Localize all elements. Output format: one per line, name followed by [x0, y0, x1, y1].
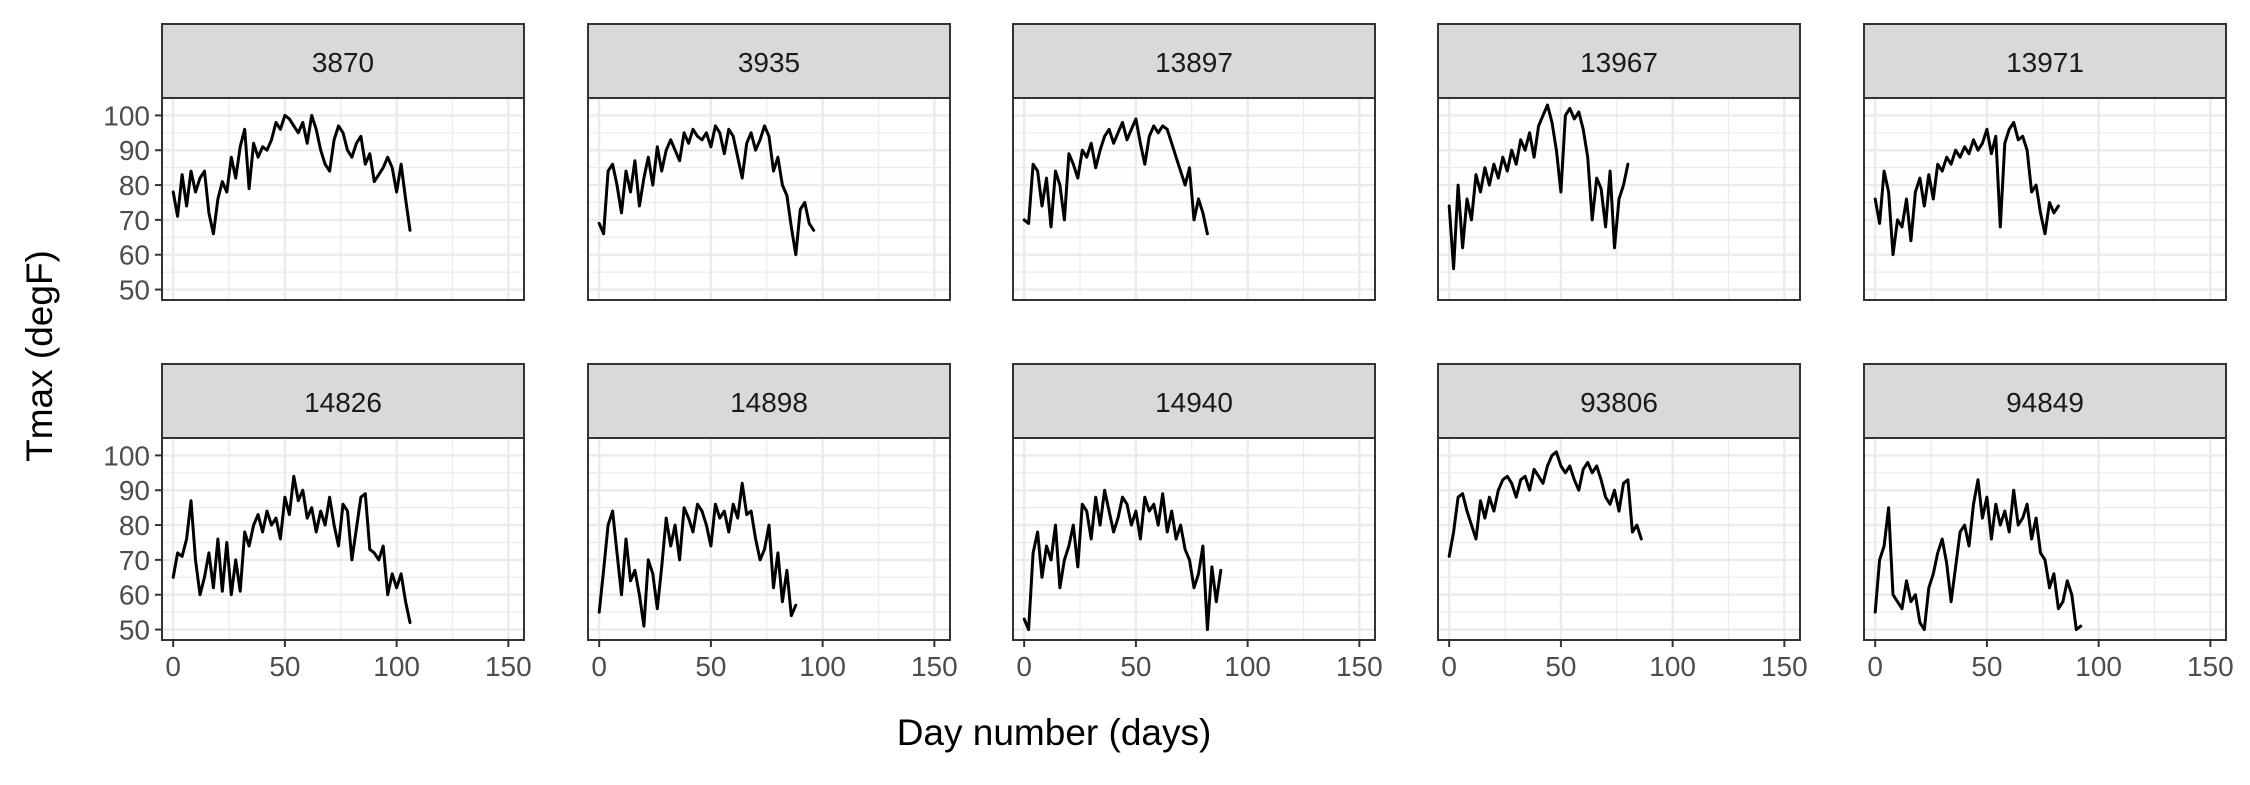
- panels-layer: 3870 50 60 70 80 90 100 3935 13897 13967 13971 1482…: [103, 23, 2234, 682]
- strip-background: [1863, 23, 2227, 99]
- panel-border: [161, 97, 525, 301]
- x-tick-label: 0: [165, 651, 181, 682]
- x-tick-label: 100: [2075, 651, 2122, 682]
- x-tick-label: 0: [1867, 651, 1883, 682]
- y-tick-label: 50: [119, 615, 150, 646]
- x-tick-label: 150: [2187, 651, 2234, 682]
- panel-border: [1437, 97, 1801, 301]
- y-tick-label: 60: [119, 240, 150, 271]
- panel-border: [1012, 437, 1376, 641]
- series-line-93806: [1447, 450, 1643, 558]
- strip-label: 94849: [2006, 387, 2084, 418]
- series-line-14940: [1022, 488, 1223, 632]
- strip-label: 14826: [304, 387, 382, 418]
- strip-background: [587, 23, 951, 99]
- strip-label: 14898: [730, 387, 808, 418]
- y-axis-title: Tmax (degF): [19, 250, 60, 462]
- y-tick-label: 80: [119, 510, 150, 541]
- facet-panel-94849: 94849 0 50 100 150: [1863, 363, 2234, 682]
- panel-border: [1437, 437, 1801, 641]
- strip-background: [161, 363, 525, 439]
- facet-panel-14826: 14826 50 60 70 80 90 100 0 50 100 150: [103, 363, 532, 682]
- facet-panel-14898: 14898 0 50 100 150: [587, 363, 958, 682]
- facet-panel-3935: 3935: [587, 23, 951, 301]
- panel-border: [1012, 97, 1376, 301]
- strip-label: 14940: [1155, 387, 1233, 418]
- strip-label: 93806: [1580, 387, 1658, 418]
- facet-panel-14940: 14940 0 50 100 150: [1012, 363, 1383, 682]
- x-tick-label: 150: [1336, 651, 1383, 682]
- facet-panel-93806: 93806 0 50 100 150: [1437, 363, 1808, 682]
- series-line-13897: [1022, 117, 1209, 236]
- x-tick-label: 100: [799, 651, 846, 682]
- x-tick-label: 50: [695, 651, 726, 682]
- series-line-14898: [597, 481, 798, 628]
- y-tick-label: 80: [119, 170, 150, 201]
- facet-panel-13897: 13897: [1012, 23, 1376, 301]
- x-tick-label: 50: [1545, 651, 1576, 682]
- y-tick-label: 90: [119, 135, 150, 166]
- panel-background: [1013, 98, 1375, 300]
- x-tick-label: 150: [1761, 651, 1808, 682]
- facet-panel-13967: 13967: [1437, 23, 1801, 301]
- x-tick-label: 0: [591, 651, 607, 682]
- x-tick-label: 150: [485, 651, 532, 682]
- strip-background: [1437, 23, 1801, 99]
- y-tick-label: 70: [119, 205, 150, 236]
- y-tick-label: 70: [119, 545, 150, 576]
- y-tick-label: 90: [119, 475, 150, 506]
- panel-background: [1438, 438, 1800, 640]
- x-tick-label: 0: [1441, 651, 1457, 682]
- panel-border: [1863, 97, 2227, 301]
- x-tick-label: 0: [1016, 651, 1032, 682]
- x-tick-label: 100: [373, 651, 420, 682]
- panel-border: [587, 437, 951, 641]
- series-line-3870: [171, 113, 412, 236]
- x-tick-label: 150: [911, 651, 958, 682]
- panel-border: [1863, 437, 2227, 641]
- y-tick-label: 100: [103, 440, 150, 471]
- series-line-3935: [597, 124, 816, 257]
- panel-background: [162, 438, 524, 640]
- series-line-13967: [1447, 103, 1630, 271]
- series-line-14826: [171, 474, 412, 625]
- panel-background: [1013, 438, 1375, 640]
- facet-panel-3870: 3870 50 60 70 80 90 100: [103, 23, 525, 306]
- strip-label: 13897: [1155, 47, 1233, 78]
- x-tick-label: 50: [1120, 651, 1151, 682]
- x-tick-label: 100: [1649, 651, 1696, 682]
- strip-background: [1012, 23, 1376, 99]
- facet-panel-13971: 13971: [1863, 23, 2227, 301]
- strip-label: 3870: [312, 47, 374, 78]
- strip-label: 13967: [1580, 47, 1658, 78]
- panel-background: [1864, 98, 2226, 300]
- strip-background: [1012, 363, 1376, 439]
- strip-background: [161, 23, 525, 99]
- series-line-94849: [1873, 478, 2083, 632]
- panel-border: [161, 437, 525, 641]
- panel-background: [1864, 438, 2226, 640]
- x-tick-label: 50: [269, 651, 300, 682]
- panel-border: [587, 97, 951, 301]
- y-tick-label: 60: [119, 580, 150, 611]
- strip-label: 3935: [738, 47, 800, 78]
- panel-background: [162, 98, 524, 300]
- strip-background: [1437, 363, 1801, 439]
- panel-background: [588, 98, 950, 300]
- y-tick-label: 50: [119, 275, 150, 306]
- series-line-13971: [1873, 120, 2060, 257]
- y-tick-label: 100: [103, 100, 150, 131]
- x-tick-label: 100: [1224, 651, 1271, 682]
- x-tick-label: 50: [1971, 651, 2002, 682]
- x-axis-title: Day number (days): [897, 712, 1212, 753]
- strip-background: [1863, 363, 2227, 439]
- strip-label: 13971: [2006, 47, 2084, 78]
